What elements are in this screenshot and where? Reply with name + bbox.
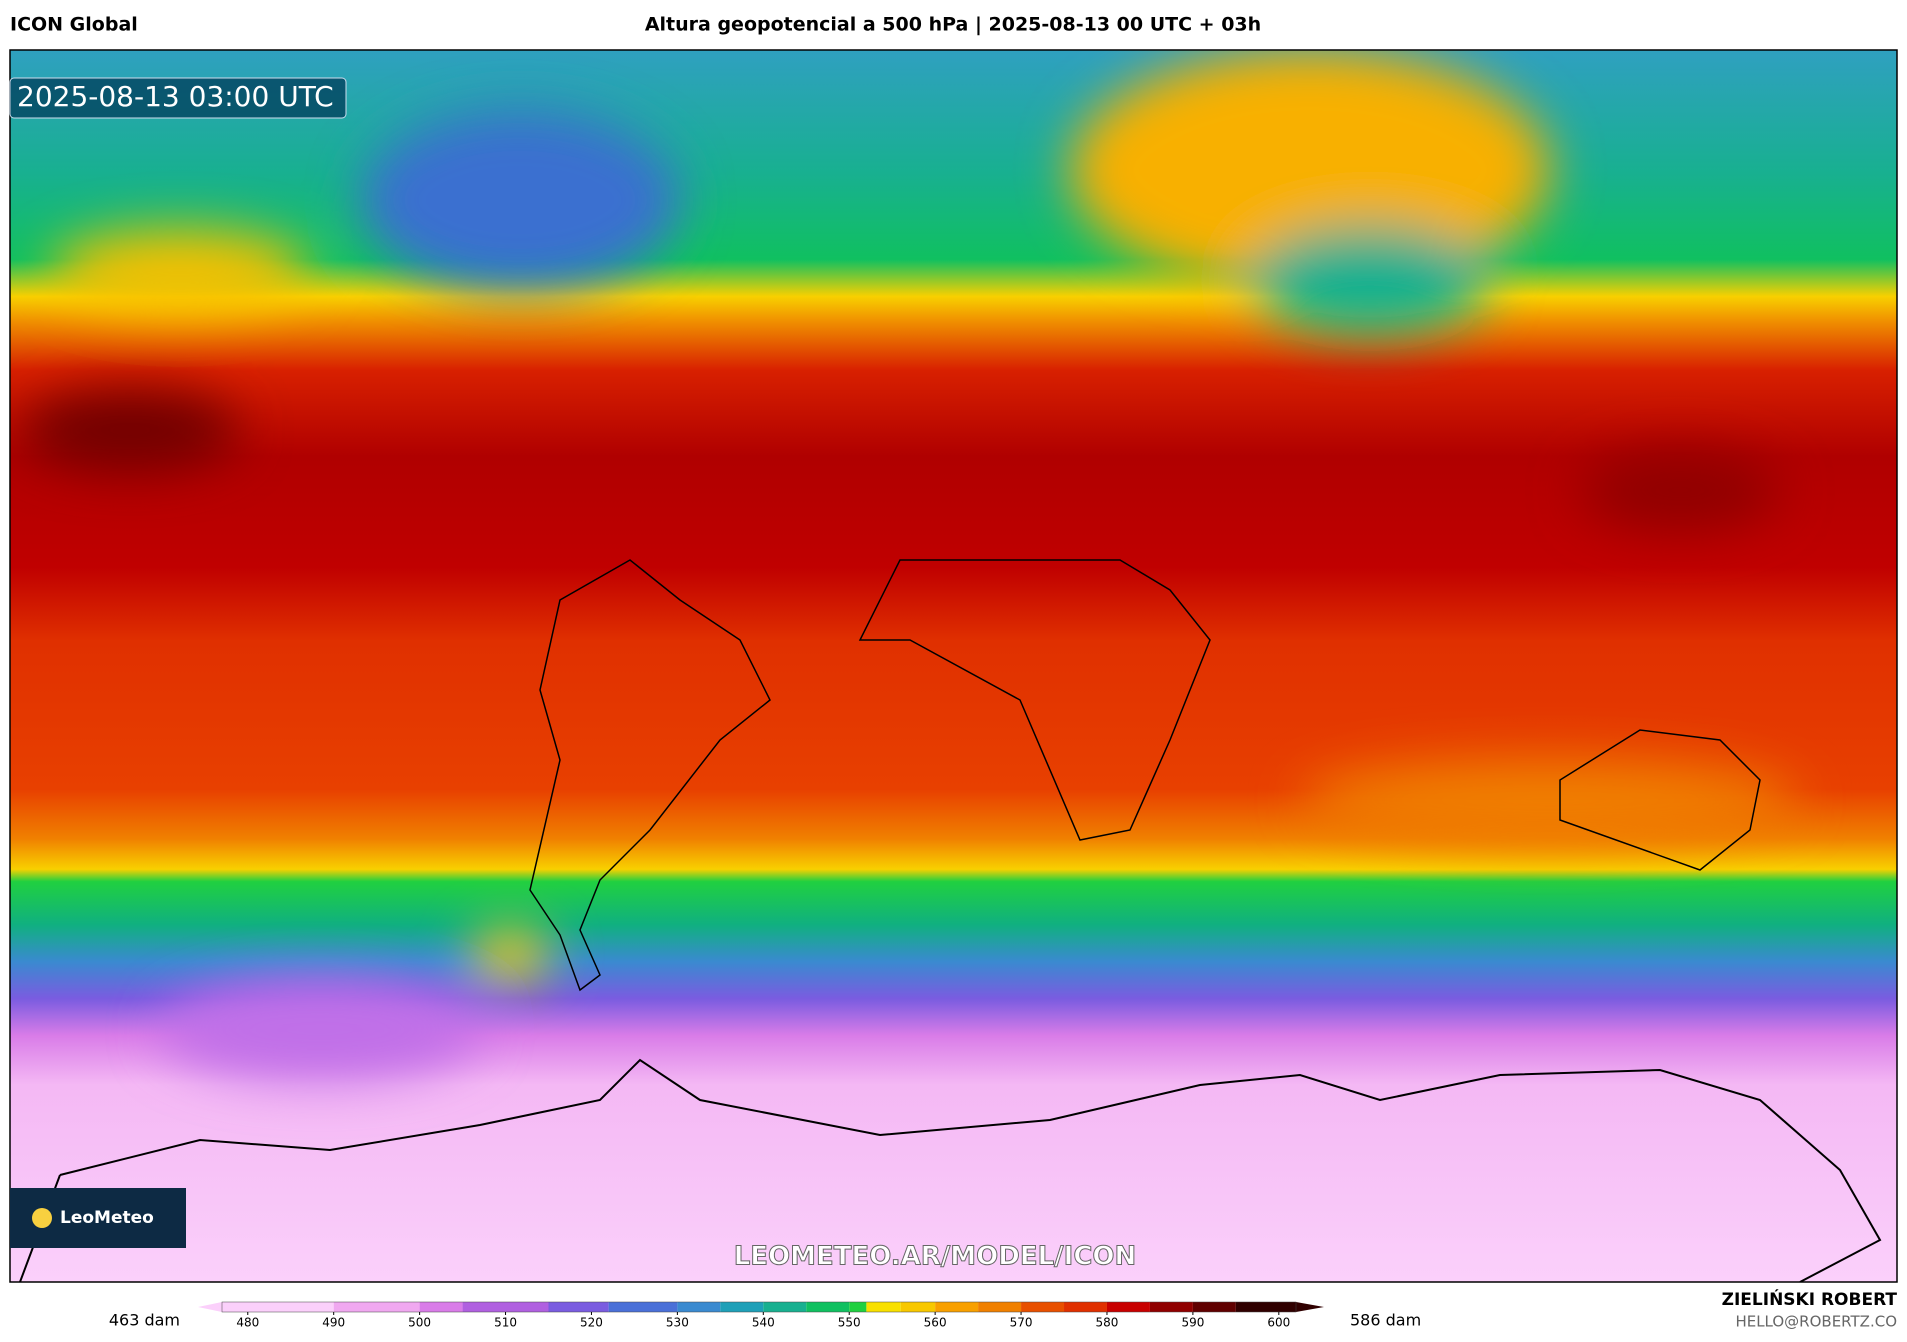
colorbar-segment xyxy=(419,1302,463,1312)
colorbar-segment xyxy=(1149,1302,1193,1312)
email: HELLO@ROBERTZ.CO xyxy=(1735,1313,1897,1331)
model-name: ICON Global xyxy=(10,14,138,36)
colorbar-tick-label: 490 xyxy=(322,1316,345,1330)
colorbar-segment xyxy=(866,1302,901,1312)
colorbar-segment xyxy=(608,1302,678,1312)
colorbar-segment xyxy=(1106,1302,1150,1312)
colorbar-segment xyxy=(333,1302,420,1312)
colorbar-frame xyxy=(221,1301,1297,1313)
colorbar-tick-label: 540 xyxy=(752,1316,775,1330)
timestamp-box xyxy=(9,77,347,119)
colorbar-tick-label: 600 xyxy=(1267,1316,1290,1330)
colorbar-segment xyxy=(222,1302,334,1312)
colorbar-extend-high xyxy=(1296,1302,1324,1312)
colorbar-tick-label: 550 xyxy=(838,1316,861,1330)
colorbar-segment xyxy=(763,1302,807,1312)
colorbar-segment xyxy=(1021,1302,1065,1312)
colorbar-tick-label: 510 xyxy=(494,1316,517,1330)
colorbar-tick-label: 520 xyxy=(580,1316,603,1330)
logo-text: LeoMeteo xyxy=(60,1208,154,1228)
logo-sun xyxy=(32,1208,52,1228)
colorbar-segment xyxy=(1192,1302,1236,1312)
colorbar-segment xyxy=(900,1302,936,1312)
author: ZIELIŃSKI ROBERT xyxy=(1722,1288,1898,1310)
colorbar-segment xyxy=(978,1302,1022,1312)
colorbar-tick-label: 570 xyxy=(1010,1316,1033,1330)
colorbar-tick-label: 530 xyxy=(666,1316,689,1330)
colorbar-segment xyxy=(935,1302,979,1312)
colorbar-extend-low xyxy=(198,1302,222,1312)
colorbar-segment xyxy=(462,1302,549,1312)
colorbar-max-label: 586 dam xyxy=(1350,1311,1421,1330)
map-field xyxy=(10,50,1897,1282)
colorbar-segment xyxy=(849,1302,867,1312)
colorbar-segment xyxy=(806,1302,850,1312)
colorbar-tick-label: 580 xyxy=(1096,1316,1119,1330)
colorbar-min-label: 463 dam xyxy=(109,1311,180,1330)
colorbar-tick-label: 500 xyxy=(408,1316,431,1330)
colorbar-segment xyxy=(1235,1302,1296,1312)
colorbar-segment xyxy=(548,1302,609,1312)
colorbar-segment xyxy=(1064,1302,1107,1312)
watermark: LEOMETEO.AR/MODEL/ICON xyxy=(734,1242,1137,1272)
timestamp: 2025-08-13 03:00 UTC xyxy=(17,80,334,113)
map-title: Altura geopotencial a 500 hPa | 2025-08-… xyxy=(645,14,1261,36)
colorbar-segment xyxy=(720,1302,764,1312)
map-frame xyxy=(9,49,1898,1283)
colorbar-tick-label: 480 xyxy=(236,1316,259,1330)
colorbar-segment xyxy=(677,1302,721,1312)
colorbar-tick-label: 590 xyxy=(1181,1316,1204,1330)
colorbar-tick-label: 560 xyxy=(924,1316,947,1330)
